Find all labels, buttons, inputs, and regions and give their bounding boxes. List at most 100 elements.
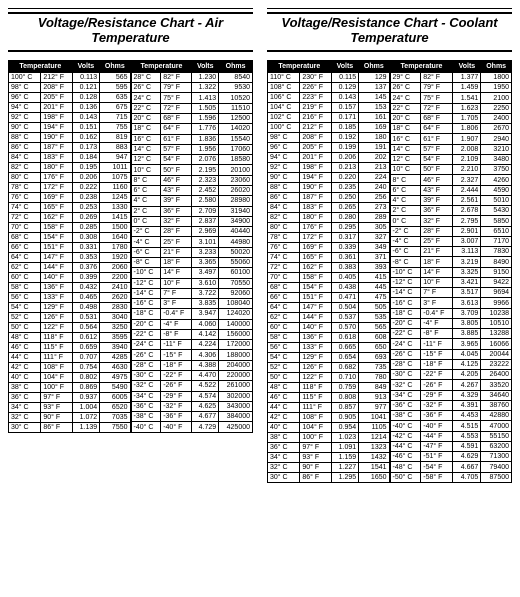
col-ohms: Ohms [219, 60, 253, 72]
cell-temp: 118° F [41, 332, 72, 342]
cell-volts: 2.109 [453, 154, 481, 164]
cell-temp: -47° F [421, 441, 453, 451]
cell-temp: -26° F [161, 381, 192, 391]
cell-volts: 4.329 [453, 390, 481, 400]
table-row: 70° C158° F0.405415 [268, 272, 390, 282]
cell-temp: 140° F [300, 322, 331, 332]
cell-temp: 169° F [300, 242, 331, 252]
cell-temp: 54° C [268, 352, 300, 362]
cell-temp: 48° C [268, 382, 300, 392]
table-row: 86° C187° F0.173883 [9, 142, 131, 152]
table-row: -34° C-29° F4.32934640 [390, 390, 512, 400]
cell-temp: 136° F [41, 282, 72, 292]
cell-ohms: 7830 [481, 247, 512, 257]
cell-temp: 97° F [41, 392, 72, 402]
table-row: -40° C-40° F4.51547000 [390, 421, 512, 431]
coolant-title: Voltage/Resistance Chart - Coolant Tempe… [267, 16, 512, 46]
cell-ohms: 40440 [219, 227, 253, 237]
table-row: 104° C219° F0.157153 [268, 102, 390, 112]
cell-volts: 0.376 [72, 262, 99, 272]
cell-temp: 24° C [390, 93, 421, 103]
cell-temp: 98° C [9, 82, 41, 92]
cell-temp: 90° F [41, 412, 72, 422]
cell-volts: 4.574 [192, 391, 219, 401]
cell-temp: 80° C [9, 172, 41, 182]
cell-volts: 4.060 [192, 319, 219, 329]
cell-ohms: 273 [359, 202, 389, 212]
table-row: 26° C79° F1.3229530 [131, 83, 253, 93]
cell-temp: 50° C [9, 322, 41, 332]
cell-ohms: 1780 [100, 242, 130, 252]
cell-temp: 25° F [161, 237, 192, 247]
cell-temp: -44° C [390, 441, 421, 451]
cell-ohms: 11510 [219, 103, 253, 113]
cell-temp: -0.4° F [421, 308, 453, 318]
table-row: 74° C165° F0.361371 [268, 252, 390, 262]
table-row: -38° C-36° F4.677384000 [131, 412, 253, 422]
table-row: 66° C151° F0.471475 [268, 292, 390, 302]
table-row: 58° C136° F0.618608 [268, 332, 390, 342]
cell-temp: 205° F [41, 92, 72, 102]
cell-volts: 4.470 [192, 371, 219, 381]
cell-temp: -51° F [421, 452, 453, 462]
cell-temp: 2° C [390, 206, 421, 216]
cell-volts: 0.121 [72, 82, 99, 92]
table-row: -2° C28° F2.9016510 [390, 226, 512, 236]
table-row: -4° C25° F3.10144980 [131, 237, 253, 247]
table-row: 10° C50° F2.19520100 [131, 165, 253, 175]
cell-temp: -16° C [390, 298, 421, 308]
cell-temp: -6° C [131, 247, 161, 257]
cell-temp: 90° C [268, 172, 300, 182]
table-row: 42° C108° F0.9051041 [268, 412, 390, 422]
cell-ohms: 371 [359, 252, 389, 262]
cell-volts: 3.722 [192, 288, 219, 298]
table-row: 64° C147° F0.3531920 [9, 252, 131, 262]
cell-ohms: 7170 [481, 236, 512, 246]
cell-temp: 110° C [268, 72, 300, 82]
cell-temp: -50° C [390, 472, 421, 482]
cell-temp: 20° C [390, 113, 421, 123]
cell-volts: 2.195 [192, 165, 219, 175]
air-table-wrap: TemperatureVoltsOhms100° C212° F0.113565… [8, 60, 253, 433]
table-row: 78° C172° F0.2221160 [9, 182, 131, 192]
table-row: 80° C176° F0.2061075 [9, 172, 131, 182]
cell-temp: -29° F [161, 391, 192, 401]
cell-volts: 3.007 [453, 236, 481, 246]
cell-volts: 1.072 [72, 412, 99, 422]
cell-volts: 2.901 [453, 226, 481, 236]
cell-volts: 4.045 [453, 349, 481, 359]
cell-volts: 1.091 [331, 442, 358, 452]
cell-temp: 3° F [421, 298, 453, 308]
cell-ohms: 849 [359, 382, 389, 392]
cell-ohms: 2620 [100, 292, 130, 302]
col-ohms: Ohms [359, 60, 389, 72]
cell-temp: -34° C [390, 390, 421, 400]
table-row: 6° C43° F2.45226020 [131, 185, 253, 195]
cell-volts: 1.295 [331, 472, 358, 482]
cell-volts: 0.405 [331, 272, 358, 282]
cell-temp: 205° F [300, 142, 331, 152]
cell-temp: 8° C [131, 175, 161, 185]
cell-ohms: 8540 [219, 72, 253, 82]
cell-volts: 2.969 [192, 227, 219, 237]
cell-ohms: 302000 [219, 391, 253, 401]
cell-volts: 0.206 [72, 172, 99, 182]
cell-temp: 20° C [131, 114, 161, 124]
cell-temp: 21° F [421, 247, 453, 257]
cell-temp: 30° C [9, 422, 41, 432]
cell-ohms: 384000 [219, 412, 253, 422]
cell-volts: 4.522 [192, 381, 219, 391]
table-row: 28° C82° F1.2308540 [131, 72, 253, 82]
cell-ohms: 7035 [100, 412, 130, 422]
cell-temp: 72° F [421, 103, 453, 113]
col-temperature: Temperature [390, 60, 453, 72]
cell-temp: 223° F [300, 92, 331, 102]
table-row: -6° C21° F3.1137830 [390, 247, 512, 257]
table-row: 44° C111° F0.857977 [268, 402, 390, 412]
cell-temp: 180° F [41, 162, 72, 172]
top-rule [8, 8, 253, 14]
cell-ohms: 4630 [100, 362, 130, 372]
cell-temp: 43° F [421, 185, 453, 195]
cell-temp: -18° C [390, 308, 421, 318]
cell-temp: 36° C [9, 392, 41, 402]
